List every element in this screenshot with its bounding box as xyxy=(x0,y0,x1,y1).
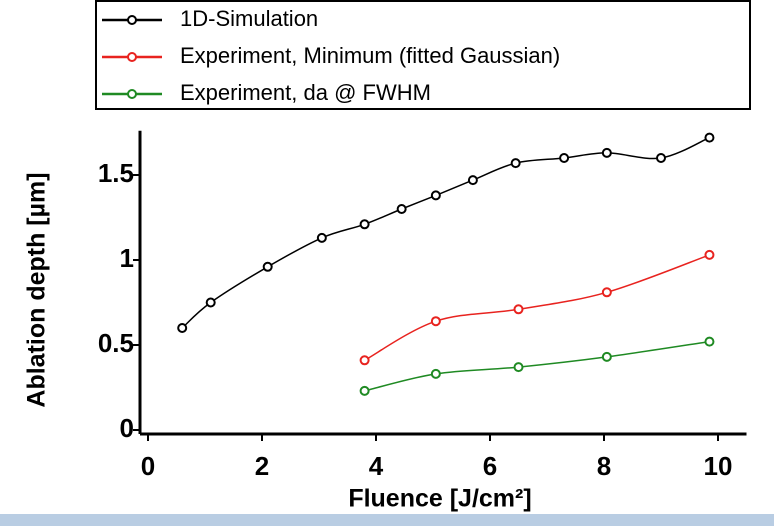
x-tick-label: 0 xyxy=(141,451,155,481)
series-line xyxy=(364,340,710,392)
legend-label: Experiment, Minimum (fitted Gaussian) xyxy=(180,43,560,68)
x-axis-title: Fluence [J/cm²] xyxy=(348,485,531,513)
x-tick-label: 10 xyxy=(704,451,733,481)
data-point xyxy=(467,175,478,186)
data-point xyxy=(430,316,441,327)
legend-label: Experiment, da @ FWHM xyxy=(180,80,431,105)
y-tick-label: 0 xyxy=(120,413,134,443)
x-tick-label: 6 xyxy=(483,451,497,481)
data-point xyxy=(601,287,612,298)
x-tick-label: 8 xyxy=(597,451,611,481)
legend-box xyxy=(95,0,751,110)
data-point xyxy=(359,385,370,396)
bottom-strip xyxy=(0,514,774,526)
data-point xyxy=(513,362,524,373)
data-point xyxy=(396,204,407,214)
data-point xyxy=(704,249,715,260)
data-point xyxy=(430,368,441,379)
data-point xyxy=(430,190,441,201)
data-point xyxy=(601,351,612,362)
legend-marker xyxy=(127,52,137,62)
data-point xyxy=(704,336,715,347)
legend-label: 1D-Simulation xyxy=(180,6,318,31)
y-tick-label: 0.5 xyxy=(98,328,134,358)
data-point xyxy=(177,323,188,333)
series-line xyxy=(364,254,710,361)
data-point xyxy=(359,219,370,230)
series-line xyxy=(181,136,710,329)
y-axis-title: Ablation depth [µm] xyxy=(23,172,51,407)
data-point xyxy=(513,304,524,315)
data-point xyxy=(510,158,521,169)
data-point xyxy=(262,261,273,272)
data-point xyxy=(601,147,612,158)
data-point xyxy=(205,297,216,308)
data-point xyxy=(704,132,715,143)
legend-marker xyxy=(127,89,137,99)
data-point xyxy=(359,355,370,366)
data-point xyxy=(559,153,570,163)
legend-marker xyxy=(127,15,137,25)
x-tick-label: 4 xyxy=(369,451,384,481)
x-tick-label: 2 xyxy=(255,451,269,481)
data-point xyxy=(316,232,327,243)
y-tick-label: 1.5 xyxy=(98,158,134,188)
data-point xyxy=(656,153,666,163)
y-tick-label: 1 xyxy=(120,243,134,273)
